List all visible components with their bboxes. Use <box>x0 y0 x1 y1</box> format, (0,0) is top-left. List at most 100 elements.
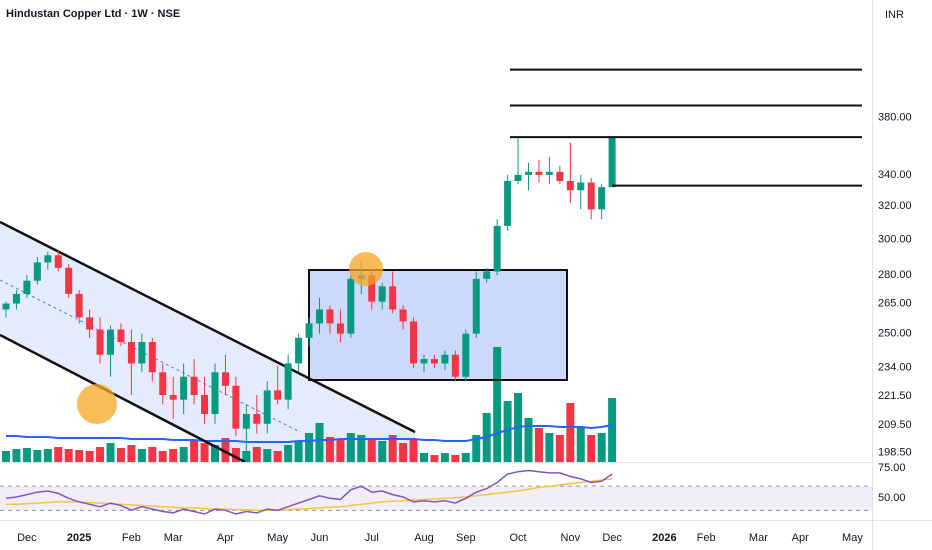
x-tick-label: 2025 <box>67 532 91 544</box>
rsi-line <box>5 469 613 515</box>
candle-body <box>65 267 73 294</box>
candle-body <box>107 329 114 355</box>
volume-bar <box>22 448 31 463</box>
volume-layer <box>2 347 617 463</box>
volume-bar <box>96 447 105 463</box>
volume-bar <box>85 451 94 463</box>
candle-body <box>180 376 188 400</box>
y-tick-label: 300.00 <box>878 233 912 245</box>
currency-label: INR <box>885 9 904 21</box>
axis-layer: 198.50 209.50 221.50 234.00 250.00 265.00 280.… <box>17 111 912 544</box>
x-tick-label: Sep <box>456 532 476 544</box>
price-axis-bg <box>872 0 932 550</box>
volume-bar <box>64 449 73 463</box>
volume-bar <box>346 433 355 463</box>
volume-bar <box>534 428 543 463</box>
volume-bar <box>179 447 188 463</box>
candle-body <box>525 171 532 175</box>
candle-body <box>368 275 376 302</box>
candle-body <box>608 137 616 188</box>
candle-body <box>2 303 10 310</box>
volume-bar <box>231 448 240 463</box>
volume-bar <box>169 449 178 463</box>
highlight-circle <box>77 384 117 424</box>
chart-title: Hindustan Copper Ltd · 1W · NSE <box>6 8 180 20</box>
candle-body <box>545 171 553 175</box>
candle-body <box>96 329 104 355</box>
volume-bar <box>576 427 585 463</box>
candle-body <box>274 390 282 400</box>
volume-bar <box>12 449 21 463</box>
y-tick-label: 320.00 <box>878 200 912 212</box>
candle-body <box>378 286 386 302</box>
volume-bar <box>75 450 84 463</box>
volume-bar <box>493 347 502 463</box>
x-tick-label: Dec <box>602 532 622 544</box>
candle-body <box>587 182 595 210</box>
rsi-ma-line <box>6 478 613 512</box>
volume-bar <box>587 435 596 463</box>
volume-bar <box>461 453 470 463</box>
volume-bar <box>597 433 606 463</box>
y-tick-label: 209.50 <box>878 419 912 431</box>
candle-body <box>159 372 167 396</box>
candle-body <box>253 413 261 424</box>
candle-body <box>12 293 20 304</box>
volume-bar <box>200 443 209 463</box>
candle-body <box>410 321 418 364</box>
candle-body <box>190 376 198 396</box>
volume-bar <box>503 401 512 463</box>
volume-bar <box>190 441 199 463</box>
candle-body <box>33 262 41 281</box>
volume-bar <box>305 433 314 463</box>
x-tick-label: Apr <box>217 532 234 544</box>
x-tick-label: May <box>267 532 288 544</box>
candle-body <box>23 280 31 294</box>
volume-bar <box>472 435 481 463</box>
candle-body <box>86 317 94 330</box>
candle-body <box>127 342 135 364</box>
volume-bar <box>137 449 146 463</box>
x-tick-label: Jul <box>365 532 379 544</box>
x-tick-label: Nov <box>561 532 581 544</box>
candle-body <box>263 390 271 424</box>
x-tick-label: Dec <box>17 532 37 544</box>
candle-body <box>221 372 229 386</box>
candle-body <box>54 255 62 268</box>
candle-body <box>504 180 512 226</box>
candle-body <box>75 293 83 318</box>
volume-bar <box>273 451 282 463</box>
volume-bar <box>43 449 52 463</box>
volume-ma-line <box>6 424 613 443</box>
candles-layer <box>2 136 616 455</box>
x-tick-label: Feb <box>122 532 141 544</box>
volume-bar <box>315 423 324 463</box>
candle-body <box>535 171 543 175</box>
candle-body <box>148 342 156 373</box>
y-tick-label: 280.00 <box>878 269 912 281</box>
volume-bar <box>451 455 460 463</box>
candle-body <box>242 413 250 429</box>
rsi-tick-label: 75.00 <box>878 462 906 474</box>
candle-body <box>284 363 292 400</box>
volume-bar <box>420 453 428 463</box>
volume-bar <box>378 441 387 463</box>
candle-body <box>138 342 146 364</box>
candle-body <box>44 255 52 263</box>
candle-body <box>169 395 177 400</box>
volume-bar <box>399 443 408 463</box>
rsi-tick-label: 50.00 <box>878 492 906 504</box>
candle-body <box>336 323 344 334</box>
candle-body <box>201 395 209 414</box>
volume-bar <box>566 403 575 463</box>
candle-body <box>483 271 491 279</box>
volume-bar <box>252 447 261 463</box>
y-tick-label: 340.00 <box>878 169 912 181</box>
annotations-front <box>77 252 383 424</box>
volume-bar <box>524 418 533 463</box>
time-axis-bg <box>0 521 872 550</box>
y-tick-label: 221.50 <box>878 390 912 402</box>
volume-bar <box>325 437 334 463</box>
volume-bar <box>127 445 136 463</box>
